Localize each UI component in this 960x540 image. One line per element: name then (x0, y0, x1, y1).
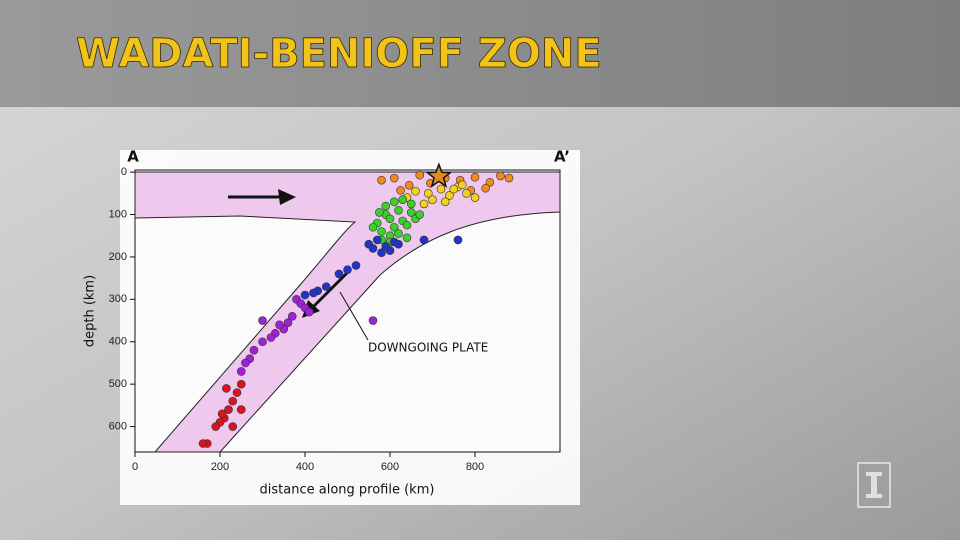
x-tick-label: 400 (296, 461, 314, 473)
earthquake-point (389, 173, 399, 183)
y-tick-label: 100 (109, 208, 127, 220)
earthquake-point (321, 282, 331, 291)
earthquake-point (222, 384, 231, 393)
earthquake-point (381, 201, 391, 211)
earthquake-point (241, 358, 250, 368)
earthquake-point (415, 210, 425, 219)
earthquake-point (377, 248, 386, 257)
earthquake-point (236, 367, 246, 376)
x-axis-label: distance along profile (km) (260, 483, 435, 498)
title-band (0, 0, 960, 107)
earthquake-point (436, 184, 446, 194)
earthquake-point (224, 405, 233, 414)
earthquake-point (300, 290, 310, 300)
plot (134, 169, 561, 453)
earthquake-point (258, 337, 267, 347)
earthquake-point (394, 205, 403, 215)
earthquake-point (377, 175, 386, 185)
earthquake-point (406, 208, 416, 217)
earthquake-point (481, 183, 490, 193)
earthquake-point (440, 197, 450, 207)
earthquake-point (211, 422, 221, 431)
earthquake-point (402, 220, 412, 230)
earthquake-point (396, 186, 405, 195)
earthquake-point (228, 396, 238, 406)
earthquake-point (457, 180, 467, 190)
section-start-label: A (127, 148, 139, 166)
earthquake-point (398, 195, 408, 204)
earthquake-point (406, 199, 416, 209)
earthquake-point (236, 379, 246, 389)
earthquake-point (375, 208, 384, 217)
earthquake-point (275, 320, 284, 330)
earthquake-point (217, 409, 227, 419)
earthquake-point (389, 222, 399, 232)
x-tick-label: 200 (211, 461, 229, 473)
x-tick-label: 800 (466, 461, 484, 473)
earthquake-point (372, 235, 382, 245)
earthquake-point (485, 177, 495, 187)
earthquake-point (462, 189, 471, 198)
earthquake-point (343, 265, 352, 274)
earthquake-point (236, 405, 246, 414)
earthquake-point (287, 312, 297, 321)
y-tick-label: 300 (109, 293, 127, 305)
earthquake-point (415, 170, 425, 180)
earthquake-point (385, 246, 395, 255)
earthquake-point (266, 333, 276, 342)
x-tick-label: 600 (381, 461, 399, 473)
earthquake-point (385, 214, 395, 224)
y-tick-label: 0 (121, 166, 127, 178)
y-tick-label: 500 (109, 378, 127, 390)
earthquake-point (368, 222, 378, 232)
earthquake-point (423, 189, 433, 198)
slide-title: WADATI-BENIOFF ZONE (76, 31, 602, 77)
earthquake-point (304, 307, 314, 317)
earthquake-point (402, 233, 412, 243)
earthquake-point (470, 193, 480, 202)
earthquake-point (404, 180, 414, 190)
earthquake-point (428, 195, 437, 204)
earthquake-point (453, 235, 463, 245)
y-tick-label: 400 (109, 336, 127, 348)
earthquake-point (249, 345, 259, 355)
earthquake-point (228, 422, 238, 431)
earthquake-point (389, 197, 399, 207)
earthquake-point (368, 244, 378, 253)
x-tick-label: 0 (132, 461, 138, 473)
hypocenter-star (425, 162, 453, 188)
earthquake-point (334, 269, 344, 279)
earthquake-point (368, 316, 378, 325)
earthquake-point (470, 172, 480, 182)
earthquake-point (449, 184, 459, 194)
earthquake-point (283, 318, 293, 327)
earthquake-point (411, 186, 420, 196)
slab-arrow (310, 268, 352, 310)
earthquake-point (258, 316, 267, 325)
y-tick-label: 600 (109, 420, 127, 432)
plate-arrow-head (278, 189, 296, 205)
y-axis-label: depth (km) (83, 275, 98, 347)
annotation: DOWNGOING PLATE (368, 341, 488, 355)
annotation-pointer (339, 291, 369, 341)
earthquake-point (394, 229, 403, 238)
earthquake-point (496, 171, 505, 181)
logo-mark (866, 472, 882, 498)
earthquake-point (351, 261, 361, 270)
earthquake-point (445, 191, 454, 200)
earthquake-point (232, 388, 242, 397)
earthquake-point (419, 199, 429, 209)
earthquake-point (419, 235, 429, 245)
earthquake-point (504, 173, 514, 183)
earthquake-point (198, 439, 208, 448)
section-end-label: A’ (554, 148, 570, 166)
earthquake-point (394, 239, 403, 249)
y-tick-label: 200 (109, 251, 127, 263)
earthquake-point (377, 227, 386, 236)
earthquake-point (309, 288, 318, 298)
